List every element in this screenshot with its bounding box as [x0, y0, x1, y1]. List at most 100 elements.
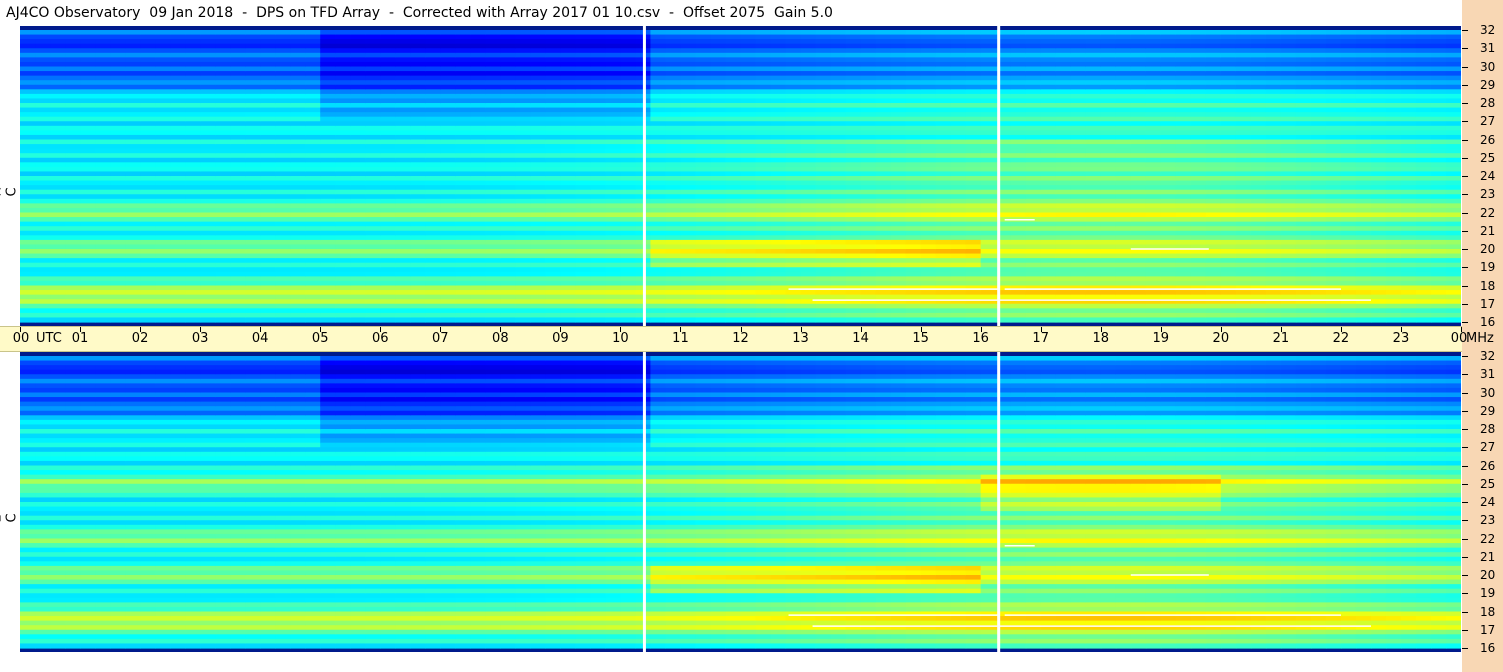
spectrogram-cell	[335, 89, 351, 95]
spectrogram-cell	[35, 276, 51, 282]
spectrogram-cell	[290, 312, 306, 319]
spectrogram-cell	[155, 244, 171, 250]
spectrogram-cell	[710, 121, 727, 127]
spectrogram-cell	[230, 299, 246, 305]
spectrogram-cell	[695, 48, 712, 54]
spectrogram-cell	[125, 98, 141, 104]
spectrogram-cell	[770, 299, 787, 305]
spectrogram-cell	[380, 194, 396, 200]
spectrogram-cell	[425, 212, 441, 218]
spectrogram-cell	[155, 203, 171, 209]
spectrogram-cell	[695, 43, 712, 49]
spectrogram-cell	[575, 203, 591, 209]
spectrogram-cell	[845, 271, 862, 277]
spectrogram-cell	[1115, 262, 1132, 268]
spectrogram-cell	[605, 271, 622, 277]
spectrogram-cell	[155, 226, 171, 232]
spectrogram-cell	[395, 235, 411, 241]
spectrogram-cell	[515, 280, 531, 287]
spectrogram-cell	[485, 144, 501, 150]
spectrogram-cell	[665, 198, 682, 204]
spectrogram-cell	[110, 258, 126, 264]
spectrogram-cell	[260, 194, 276, 200]
spectrogram-cell	[425, 303, 441, 309]
spectrogram-cell	[305, 271, 321, 277]
spectrogram-cell	[965, 207, 982, 214]
spectrogram-cell	[965, 89, 982, 95]
spectrogram-cell	[1040, 267, 1057, 273]
spectrogram-cell	[680, 148, 697, 154]
spectrogram-cell	[785, 39, 802, 45]
spectrogram-cell	[1040, 203, 1057, 209]
spectrogram-cell	[575, 153, 591, 159]
spectrogram-cell	[515, 48, 531, 54]
spectrogram-cell	[110, 162, 126, 168]
spectrogram-cell	[200, 317, 216, 323]
spectrogram-cell	[560, 180, 576, 186]
spectrogram-cell	[1115, 34, 1132, 40]
spectrogram-cell	[710, 198, 727, 204]
spectrogram-cell	[305, 98, 321, 104]
spectrogram-cell	[200, 299, 216, 305]
spectrogram-cell	[1130, 162, 1147, 168]
spectrogram-cell	[215, 267, 231, 273]
spectrogram-cell	[260, 312, 276, 319]
spectrogram-cell	[575, 239, 591, 246]
spectrogram-cell	[860, 185, 877, 191]
spectrogram-cell	[980, 198, 997, 204]
spectrogram-cell	[545, 57, 561, 63]
spectrogram-cell	[875, 75, 892, 81]
spectrogram-cell	[215, 253, 231, 259]
spectrogram-cell	[200, 303, 216, 309]
spectrogram-cell	[980, 57, 997, 63]
spectrogram-cell	[815, 125, 832, 131]
spectrogram-cell	[350, 244, 366, 250]
spectrogram-cell	[470, 52, 486, 58]
spectrogram-cell	[620, 52, 637, 58]
spectrogram-cell	[1040, 57, 1057, 63]
spectrogram-cell	[380, 299, 396, 305]
spectrogram-cell	[380, 71, 396, 77]
spectrogram-cell	[785, 166, 802, 173]
spectrogram-cell	[1175, 290, 1192, 296]
spectrogram-cell	[860, 239, 877, 246]
spectrogram-cell	[470, 230, 486, 236]
spectrogram-cell	[140, 312, 156, 319]
spectrogram-cell	[875, 253, 892, 259]
spectrogram-cell	[875, 130, 892, 136]
spectrogram-cell	[530, 262, 546, 268]
spectrogram-cell	[1145, 262, 1162, 268]
spectrogram-cell	[950, 285, 967, 291]
spectrogram-cell	[1055, 217, 1072, 223]
spectrogram-cell	[530, 308, 546, 314]
spectrogram-cell	[335, 276, 351, 282]
spectrogram-cell	[710, 61, 727, 68]
spectrogram-cell	[665, 262, 682, 268]
spectrogram-cell	[1070, 139, 1087, 145]
spectrogram-cell	[725, 212, 742, 218]
spectrogram-cell	[710, 57, 727, 63]
spectrogram-cell	[1115, 203, 1132, 209]
spectrogram-cell	[590, 153, 607, 159]
spectrogram-cell	[425, 185, 441, 191]
spectrogram-cell	[290, 121, 306, 127]
spectrogram-cell	[665, 116, 682, 122]
spectrogram-cell	[455, 71, 471, 77]
spectrogram-cell	[155, 162, 171, 168]
spectrogram-cell	[320, 57, 336, 63]
spectrogram-cell	[560, 258, 576, 264]
spectrogram-cell	[920, 75, 937, 81]
spectrogram-cell	[1130, 103, 1147, 109]
spectrogram-cell	[1100, 249, 1117, 255]
spectrogram-cell	[1160, 290, 1177, 296]
spectrogram-cell	[1130, 317, 1147, 323]
spectrogram-cell	[1025, 71, 1042, 77]
spectrogram-cell	[155, 194, 171, 200]
spectrogram-cell	[305, 221, 321, 227]
spectrogram-cell	[350, 39, 366, 45]
spectrogram-cell	[290, 162, 306, 168]
spectrogram-cell	[365, 294, 381, 300]
spectrogram-cell	[500, 285, 516, 291]
spectrogram-cell	[1100, 203, 1117, 209]
spectrogram-cell	[485, 226, 501, 232]
